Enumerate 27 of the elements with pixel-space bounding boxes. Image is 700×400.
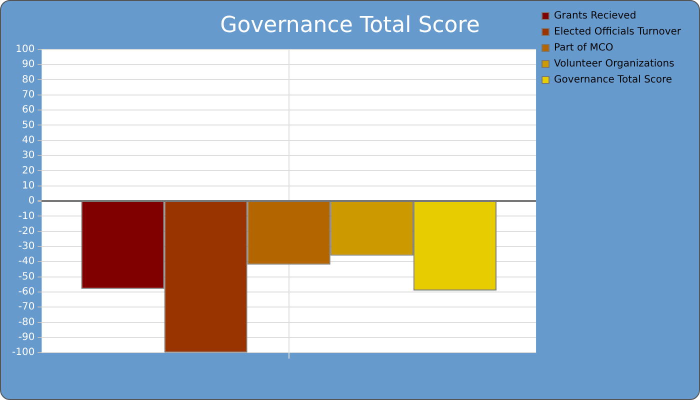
y-tick-label: -30	[18, 241, 35, 252]
y-tick-label: -10	[18, 210, 35, 222]
y-tick-label: -90	[18, 332, 35, 344]
y-tick-label: -80	[18, 316, 35, 328]
y-tick-label: -50	[18, 271, 35, 282]
y-tick-label: 60	[22, 104, 35, 116]
y-tick-label: 50	[22, 120, 35, 131]
chart-title: Governance Total Score	[220, 12, 480, 38]
legend-label: Elected Officials Turnover	[554, 26, 682, 38]
y-tick-label: -70	[18, 302, 35, 313]
y-tick-label: 80	[22, 74, 35, 86]
y-tick-label: 0	[28, 196, 35, 207]
legend-label: Volunteer Organizations	[554, 58, 674, 70]
y-tick-label: 100	[16, 44, 35, 55]
y-tick-label: -40	[18, 256, 35, 268]
legend-label: Grants Recieved	[554, 10, 636, 22]
y-tick-label: -100	[12, 347, 35, 358]
y-tick-label: -60	[18, 286, 35, 298]
legend-label: Governance Total Score	[554, 74, 672, 86]
y-tick-label: 70	[22, 89, 35, 100]
y-tick-label: 20	[22, 165, 35, 176]
legend-label: Part of MCO	[554, 42, 614, 54]
y-tick-label: -20	[18, 226, 35, 237]
y-tick-label: 10	[22, 180, 35, 192]
y-tick-label: 30	[22, 150, 35, 162]
y-tick-label: 40	[22, 134, 35, 146]
y-tick-label: 90	[22, 59, 35, 70]
